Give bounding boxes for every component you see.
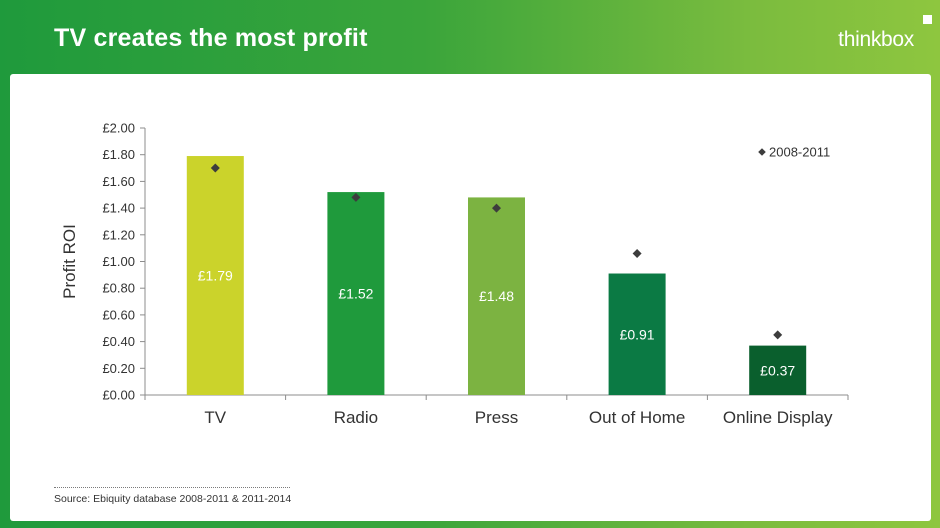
y-tick-label: £1.40 — [102, 201, 135, 216]
slide-title: TV creates the most profit — [54, 24, 368, 52]
legend-marker — [758, 148, 766, 156]
y-tick-label: £0.40 — [102, 334, 135, 349]
x-category-label: Press — [475, 408, 518, 427]
y-tick-label: £0.00 — [102, 388, 135, 403]
bar-value-label: £0.37 — [760, 362, 795, 378]
y-tick-label: £1.80 — [102, 147, 135, 162]
y-tick-label: £1.20 — [102, 227, 135, 242]
bar-chart: £0.00 £0.20 £0.40 £0.60 £0.80 £1.00 £1.20 £1.40… — [60, 121, 849, 427]
bar-value-label: £1.52 — [338, 286, 373, 302]
y-tick-label: £2.00 — [102, 121, 135, 136]
x-category-label: TV — [204, 408, 226, 427]
legend-label: 2008-2011 — [769, 145, 830, 160]
bar-value-label: £0.91 — [620, 326, 655, 342]
x-category-label: Out of Home — [589, 408, 685, 427]
series-marker — [632, 248, 642, 258]
bar-value-label: £1.79 — [198, 268, 233, 284]
bar — [186, 156, 244, 395]
y-axis-title: Profit ROI — [60, 224, 79, 299]
series-marker — [773, 330, 783, 340]
y-tick-label: £1.60 — [102, 174, 135, 189]
bar — [608, 273, 666, 395]
y-tick-label: £1.00 — [102, 254, 135, 269]
source-note: Source: Ebiquity database 2008-2011 & 20… — [54, 493, 292, 505]
series-marker — [492, 203, 501, 213]
bar — [327, 192, 385, 395]
bar — [749, 345, 807, 395]
y-tick-label: £0.20 — [102, 361, 135, 376]
thinkbox-logo: thinkbox — [838, 28, 914, 51]
chart-panel: £0.00 £0.20 £0.40 £0.60 £0.80 £1.00 £1.20 £1.40… — [10, 74, 931, 521]
bar — [468, 197, 525, 395]
source-divider — [54, 487, 290, 488]
x-category-label: Online Display — [723, 408, 833, 427]
series-marker — [351, 192, 361, 202]
series-marker — [210, 163, 220, 173]
y-tick-label: £0.60 — [102, 307, 135, 322]
logo-square-icon — [923, 15, 932, 24]
y-tick-label: £0.80 — [102, 281, 135, 296]
bar-value-label: £1.48 — [479, 288, 514, 304]
x-category-label: Radio — [334, 408, 378, 427]
